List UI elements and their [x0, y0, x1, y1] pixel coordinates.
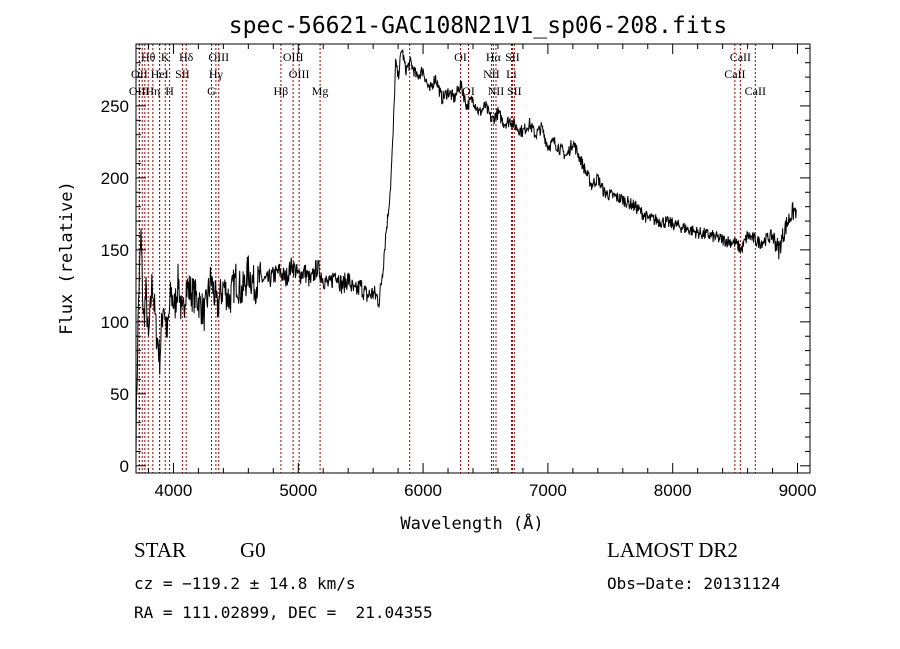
x-tick-label: 7000: [529, 481, 567, 500]
spectral-line-label: H: [165, 84, 174, 98]
spectral-line-label: OIII: [129, 84, 150, 98]
spectral-line-label: HeI: [151, 67, 169, 81]
spectral-line-label: G: [207, 84, 216, 98]
spectral-line-label: OII: [131, 67, 148, 81]
coordinates: RA = 111.02899, DEC = 21.04355: [134, 603, 433, 622]
spectral-line-label: OI: [454, 50, 467, 64]
spectral-line-label: SII: [175, 67, 190, 81]
spectral-line-label: OIII: [289, 67, 310, 81]
spectral-line-markers: [138, 44, 756, 473]
obs-date: Obs−Date: 20131124: [607, 574, 781, 593]
x-tick-label: 5000: [279, 481, 317, 500]
y-axis-label: Flux (relative): [57, 181, 77, 335]
object-class: STAR: [134, 538, 186, 562]
x-tick-label: 6000: [404, 481, 442, 500]
y-tick-label: 250: [101, 97, 129, 116]
spectral-line-label: NII: [483, 67, 500, 81]
spectral-line-label: NII: [488, 84, 505, 98]
plot-frame: [135, 43, 811, 474]
y-tick-label: 50: [110, 385, 129, 404]
chart-title: spec-56621-GAC108N21V1_sp06-208.fits: [229, 13, 728, 39]
spectral-line-label: Hδ: [179, 50, 194, 64]
x-tick-label: 8000: [654, 481, 692, 500]
spectrum-series: [136, 48, 797, 456]
x-tick-label: 4000: [155, 481, 193, 500]
spectral-line-label: Hα: [486, 50, 502, 64]
spectral-line-label: Hβ: [274, 84, 289, 98]
spectral-line-label: SII: [507, 84, 522, 98]
object-subclass: G0: [240, 538, 266, 562]
spectral-line-label: CaII: [724, 67, 745, 81]
spectral-line-label: SII: [505, 50, 520, 64]
redshift-text: cz = −119.2 ± 14.8 km/s: [134, 574, 356, 593]
x-tick-label: 9000: [779, 481, 817, 500]
y-tick-label: 150: [101, 241, 129, 260]
spectral-line-label: K: [161, 50, 170, 64]
survey-name: LAMOST DR2: [607, 538, 738, 562]
spectral-line-label: Li: [506, 67, 517, 81]
spectral-line-label: Hη: [145, 84, 160, 98]
y-axis: 0 50 100 150 200 250: [101, 47, 810, 476]
y-tick-label: 100: [101, 313, 129, 332]
spectral-line-label: Hγ: [209, 67, 224, 81]
y-tick-label: 0: [120, 457, 129, 476]
spectral-line-label: Mg: [312, 84, 329, 98]
spectral-line-label: Hθ: [141, 50, 156, 64]
spectral-line-label: OIII: [283, 50, 304, 64]
spectral-line-label: OIII: [208, 50, 229, 64]
spectral-line-label: OI: [462, 84, 475, 98]
spectrum-line-0: [136, 48, 797, 456]
y-tick-label: 200: [101, 169, 129, 188]
x-axis: 4000 5000 6000 7000 8000 9000: [147, 44, 817, 500]
x-axis-label: Wavelength (Å): [400, 512, 543, 534]
spectral-line-label: CaII: [730, 50, 751, 64]
spectral-line-label: CaII: [745, 84, 766, 98]
